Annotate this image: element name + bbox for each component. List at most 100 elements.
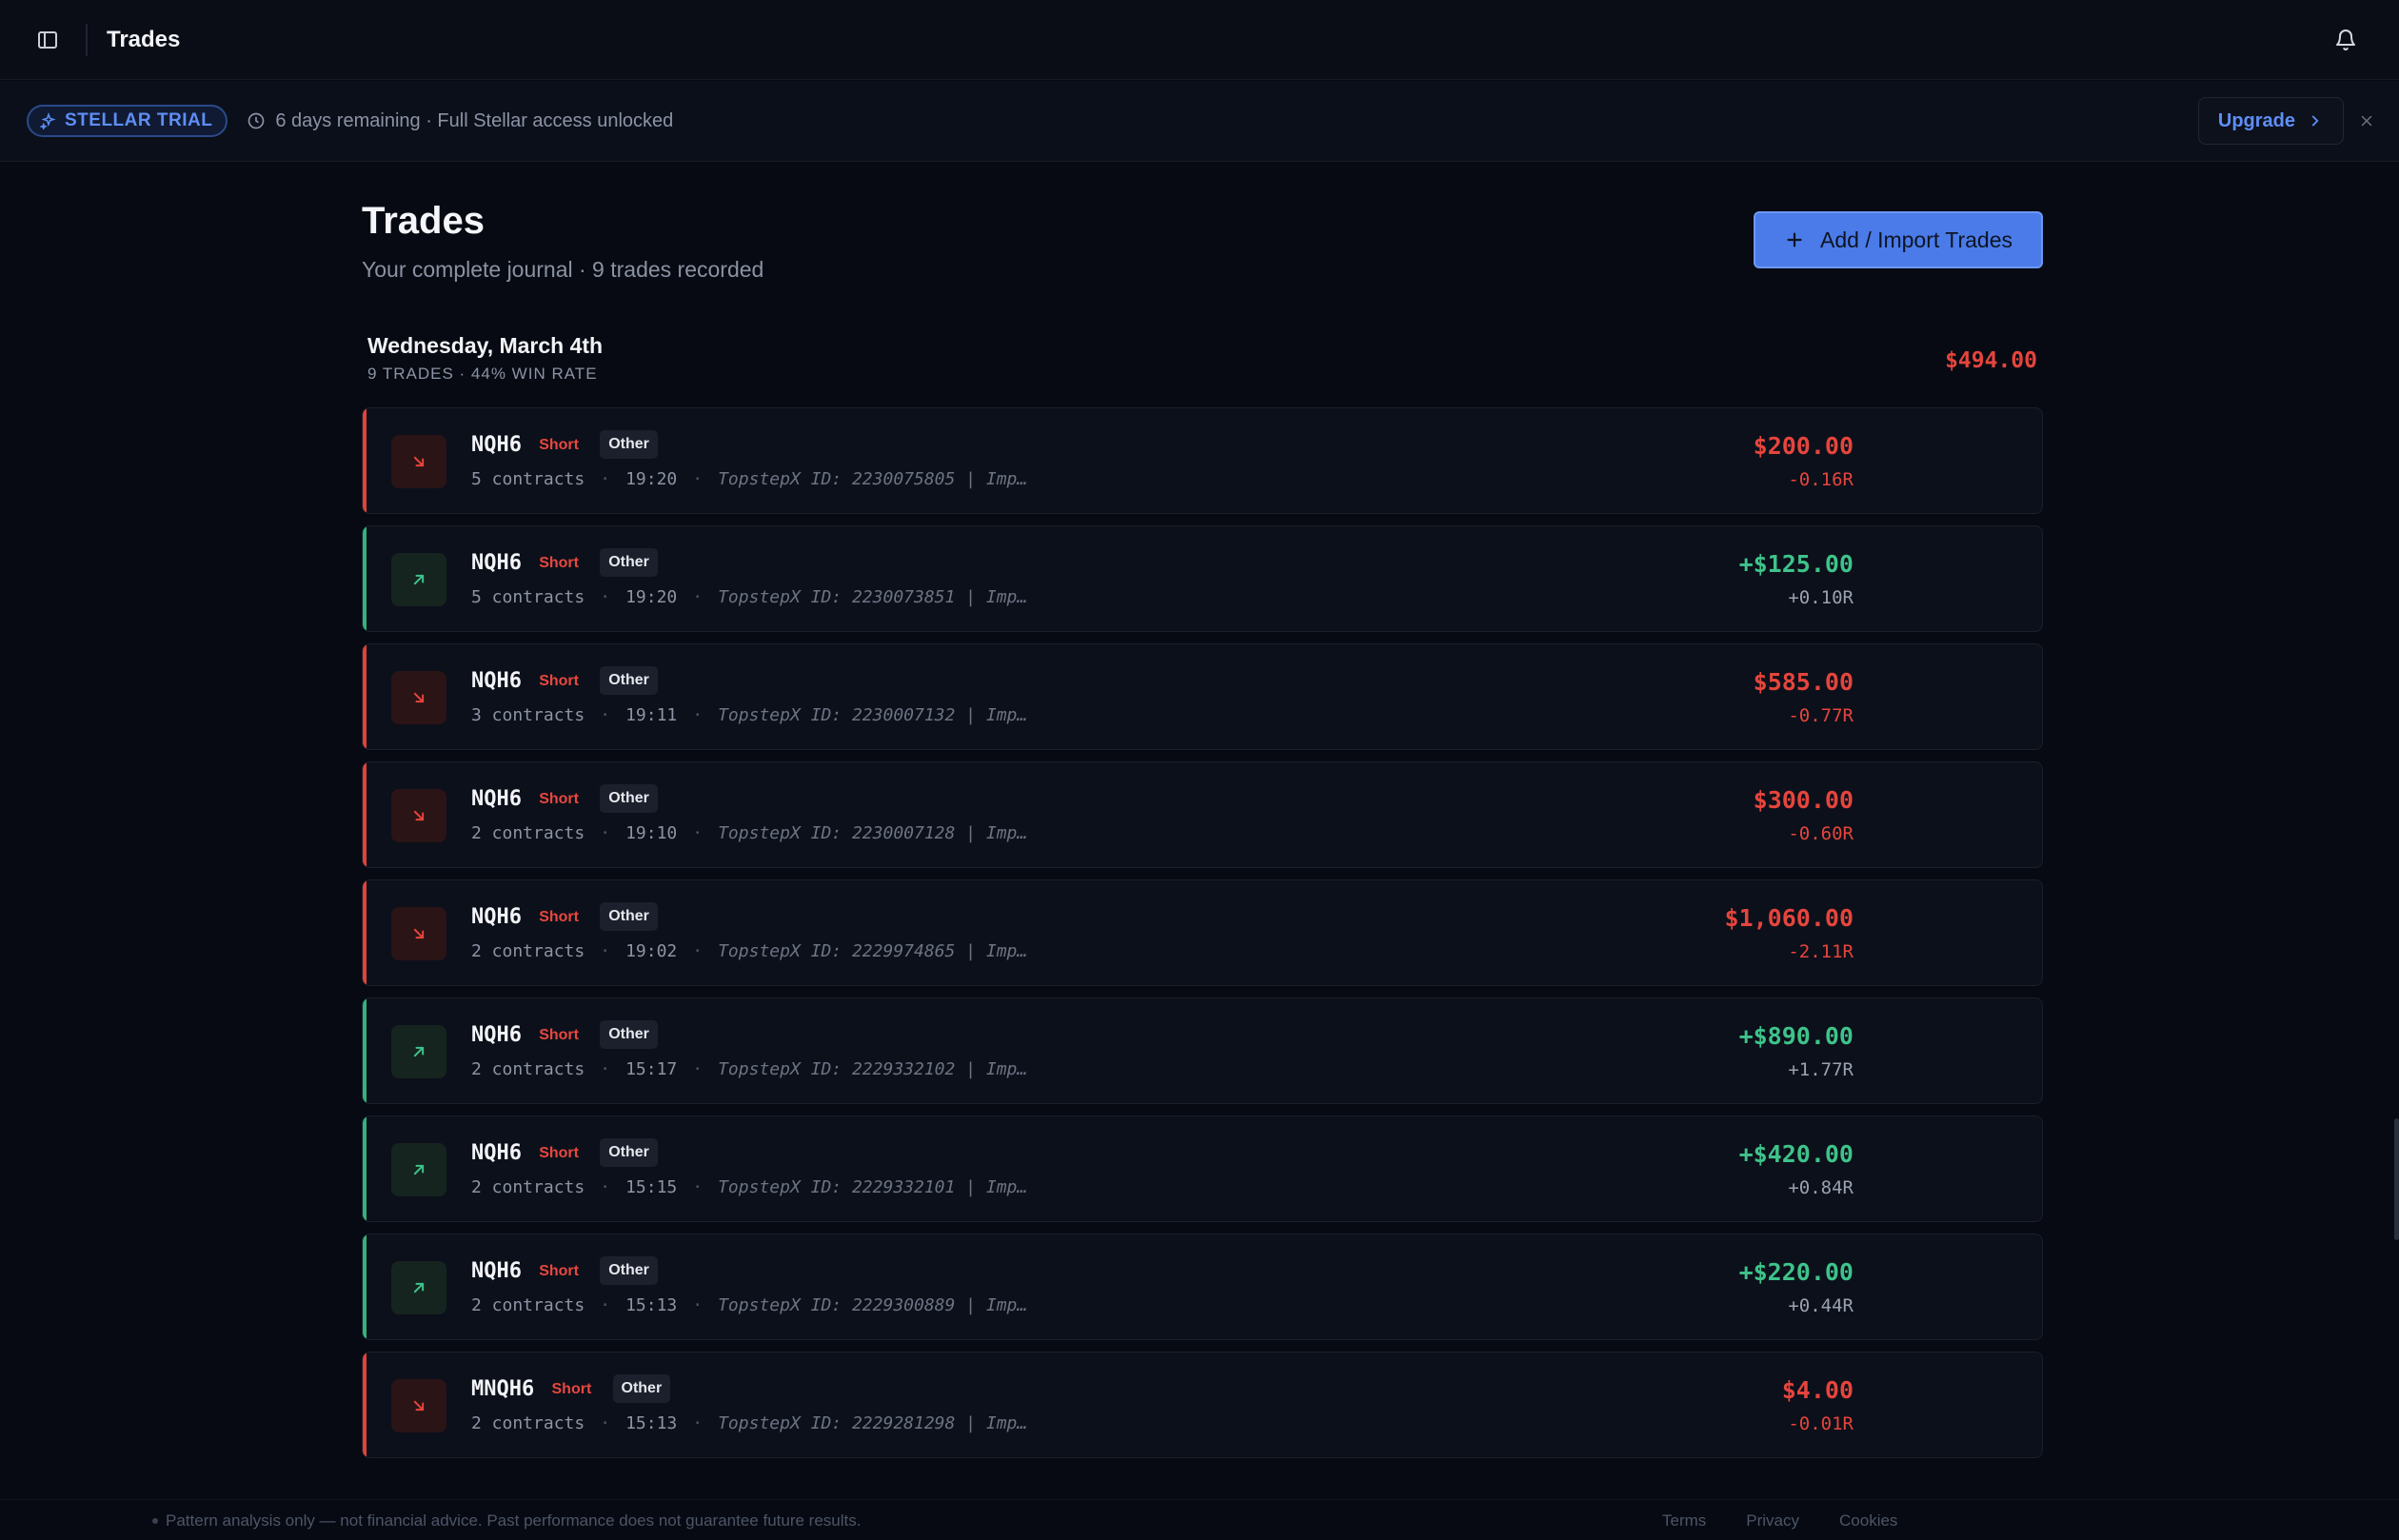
trade-time: 15:13: [625, 1413, 678, 1433]
footer-link-cookies[interactable]: Cookies: [1839, 1511, 1898, 1530]
page-title: Trades: [362, 200, 485, 242]
meta-separator: ·: [692, 1059, 704, 1079]
trade-note: TopstepX ID: 2230007128 | Imp…: [718, 823, 1028, 843]
trade-note: TopstepX ID: 2229974865 | Imp…: [718, 941, 1028, 961]
trial-badge-label: STELLAR TRIAL: [65, 110, 213, 130]
trade-result-bar: [363, 762, 367, 867]
trade-pnl: $4.00: [1781, 1376, 1854, 1404]
trade-row[interactable]: NQH6 Short Other 3 contracts · 19:11 · TopstepX…: [362, 643, 2043, 750]
trade-row[interactable]: NQH6 Short Other 2 contracts · 15:13 · TopstepX…: [362, 1234, 2043, 1340]
trade-note: TopstepX ID: 2229332102 | Imp…: [718, 1059, 1028, 1079]
trade-contracts: 2 contracts: [471, 1059, 585, 1079]
trade-time: 19:20: [625, 469, 678, 489]
trade-contracts: 5 contracts: [471, 587, 585, 607]
trade-contracts: 2 contracts: [471, 1295, 585, 1315]
trade-result-bar: [363, 1234, 367, 1339]
trade-symbol: NQH6: [471, 669, 522, 693]
trade-tag[interactable]: Other: [612, 1374, 671, 1403]
trade-pnl: +$125.00: [1738, 550, 1854, 578]
page-subtitle: Your complete journal · 9 trades recorde…: [362, 257, 764, 282]
trade-tag[interactable]: Other: [600, 1020, 658, 1049]
trial-info: 6 days remaining · Full Stellar access u…: [247, 110, 673, 132]
trade-tag[interactable]: Other: [600, 548, 658, 577]
sidebar-toggle-icon[interactable]: [29, 21, 67, 59]
trade-row[interactable]: MNQH6 Short Other 2 contracts · 15:13 · Topstep…: [362, 1352, 2043, 1458]
trade-tag[interactable]: Other: [600, 902, 658, 931]
trade-time: 15:13: [625, 1295, 678, 1315]
arrow-up-right-icon: [391, 1143, 446, 1196]
disclaimer: Pattern analysis only — not financial ad…: [152, 1511, 861, 1530]
arrow-down-right-icon: [391, 1379, 446, 1432]
day-group-header: Wednesday, March 4th 9 TRADES · 44% WIN …: [367, 333, 2043, 384]
trade-row[interactable]: NQH6 Short Other 5 contracts · 19:20 · TopstepX…: [362, 525, 2043, 632]
trade-tag[interactable]: Other: [600, 1256, 658, 1285]
trade-r-multiple: -0.77R: [1788, 705, 1854, 726]
trade-time: 19:11: [625, 705, 678, 725]
trade-note: TopstepX ID: 2229332101 | Imp…: [718, 1177, 1028, 1197]
trade-row[interactable]: NQH6 Short Other 2 contracts · 15:17 · TopstepX…: [362, 997, 2043, 1104]
chevron-right-icon: [2311, 115, 2319, 127]
trade-note: TopstepX ID: 2230073851 | Imp…: [718, 587, 1028, 607]
trade-side: Short: [539, 1145, 579, 1161]
trade-contracts: 2 contracts: [471, 823, 585, 843]
day-total-pnl: $494.00: [1945, 348, 2037, 373]
trade-r-multiple: +0.10R: [1788, 587, 1854, 608]
upgrade-button[interactable]: Upgrade: [2197, 97, 2344, 145]
trade-meta: 2 contracts · 15:15 · TopstepX ID: 222933210…: [471, 1177, 1027, 1197]
trade-note: TopstepX ID: 2229300889 | Imp…: [718, 1295, 1028, 1315]
footer-link-terms[interactable]: Terms: [1662, 1511, 1707, 1530]
trade-symbol: NQH6: [471, 787, 522, 811]
trade-row[interactable]: NQH6 Short Other 5 contracts · 19:20 · TopstepX…: [362, 407, 2043, 514]
arrow-up-right-icon: [391, 553, 446, 606]
trade-time: 15:17: [625, 1059, 678, 1079]
notifications-bell-icon[interactable]: [2327, 21, 2365, 59]
trade-contracts: 3 contracts: [471, 705, 585, 725]
trade-time: 19:10: [625, 823, 678, 843]
meta-separator: ·: [692, 1177, 704, 1197]
trade-row[interactable]: NQH6 Short Other 2 contracts · 15:15 · TopstepX…: [362, 1116, 2043, 1222]
trade-row[interactable]: NQH6 Short Other 2 contracts · 19:10 · TopstepX…: [362, 761, 2043, 868]
footer-links: Terms Privacy Cookies: [1662, 1511, 1897, 1530]
trade-pnl: +$890.00: [1738, 1022, 1854, 1050]
trade-tag[interactable]: Other: [600, 784, 658, 813]
meta-separator: ·: [692, 941, 704, 961]
trade-r-multiple: -0.01R: [1788, 1413, 1854, 1434]
add-import-trades-button[interactable]: Add / Import Trades: [1754, 211, 2043, 268]
trade-time: 19:20: [625, 587, 678, 607]
trade-pnl: $300.00: [1753, 786, 1854, 814]
trade-tag[interactable]: Other: [600, 1138, 658, 1167]
trade-tag[interactable]: Other: [600, 430, 658, 459]
trade-r-multiple: -0.16R: [1788, 469, 1854, 490]
add-import-label: Add / Import Trades: [1820, 227, 2012, 252]
trade-symbol: NQH6: [471, 1023, 522, 1047]
close-banner-icon[interactable]: [2355, 109, 2378, 132]
meta-separator: ·: [600, 587, 611, 607]
trade-pnl: $200.00: [1753, 432, 1854, 460]
meta-separator: ·: [600, 705, 611, 725]
trade-meta: 5 contracts · 19:20 · TopstepX ID: 223007580…: [471, 469, 1027, 489]
scrollbar-thumb[interactable]: [2394, 1118, 2399, 1240]
trade-symbol: NQH6: [471, 551, 522, 575]
trade-symbol: NQH6: [471, 433, 522, 457]
trade-result-bar: [363, 998, 367, 1103]
trade-symbol: NQH6: [471, 905, 522, 929]
trade-result-bar: [363, 1116, 367, 1221]
trade-symbol: MNQH6: [471, 1377, 535, 1401]
trade-meta: 3 contracts · 19:11 · TopstepX ID: 223000713…: [471, 705, 1027, 725]
upgrade-label: Upgrade: [2217, 109, 2295, 131]
disclaimer-dot: [152, 1518, 158, 1524]
trade-pnl: $1,060.00: [1724, 904, 1854, 932]
footer-link-privacy[interactable]: Privacy: [1746, 1511, 1800, 1530]
trade-row[interactable]: NQH6 Short Other 2 contracts · 19:02 · TopstepX…: [362, 879, 2043, 986]
trade-contracts: 2 contracts: [471, 941, 585, 961]
trade-r-multiple: +0.84R: [1788, 1177, 1854, 1198]
trade-note: TopstepX ID: 2230075805 | Imp…: [718, 469, 1028, 489]
meta-separator: ·: [692, 469, 704, 489]
top-bar: Trades: [0, 0, 2399, 80]
clock-icon: [248, 112, 265, 129]
trade-contracts: 2 contracts: [471, 1413, 585, 1433]
trade-tag[interactable]: Other: [600, 666, 658, 695]
meta-separator: ·: [600, 1059, 611, 1079]
stellar-trial-badge: STELLAR TRIAL: [27, 105, 228, 137]
trade-result-bar: [363, 644, 367, 749]
